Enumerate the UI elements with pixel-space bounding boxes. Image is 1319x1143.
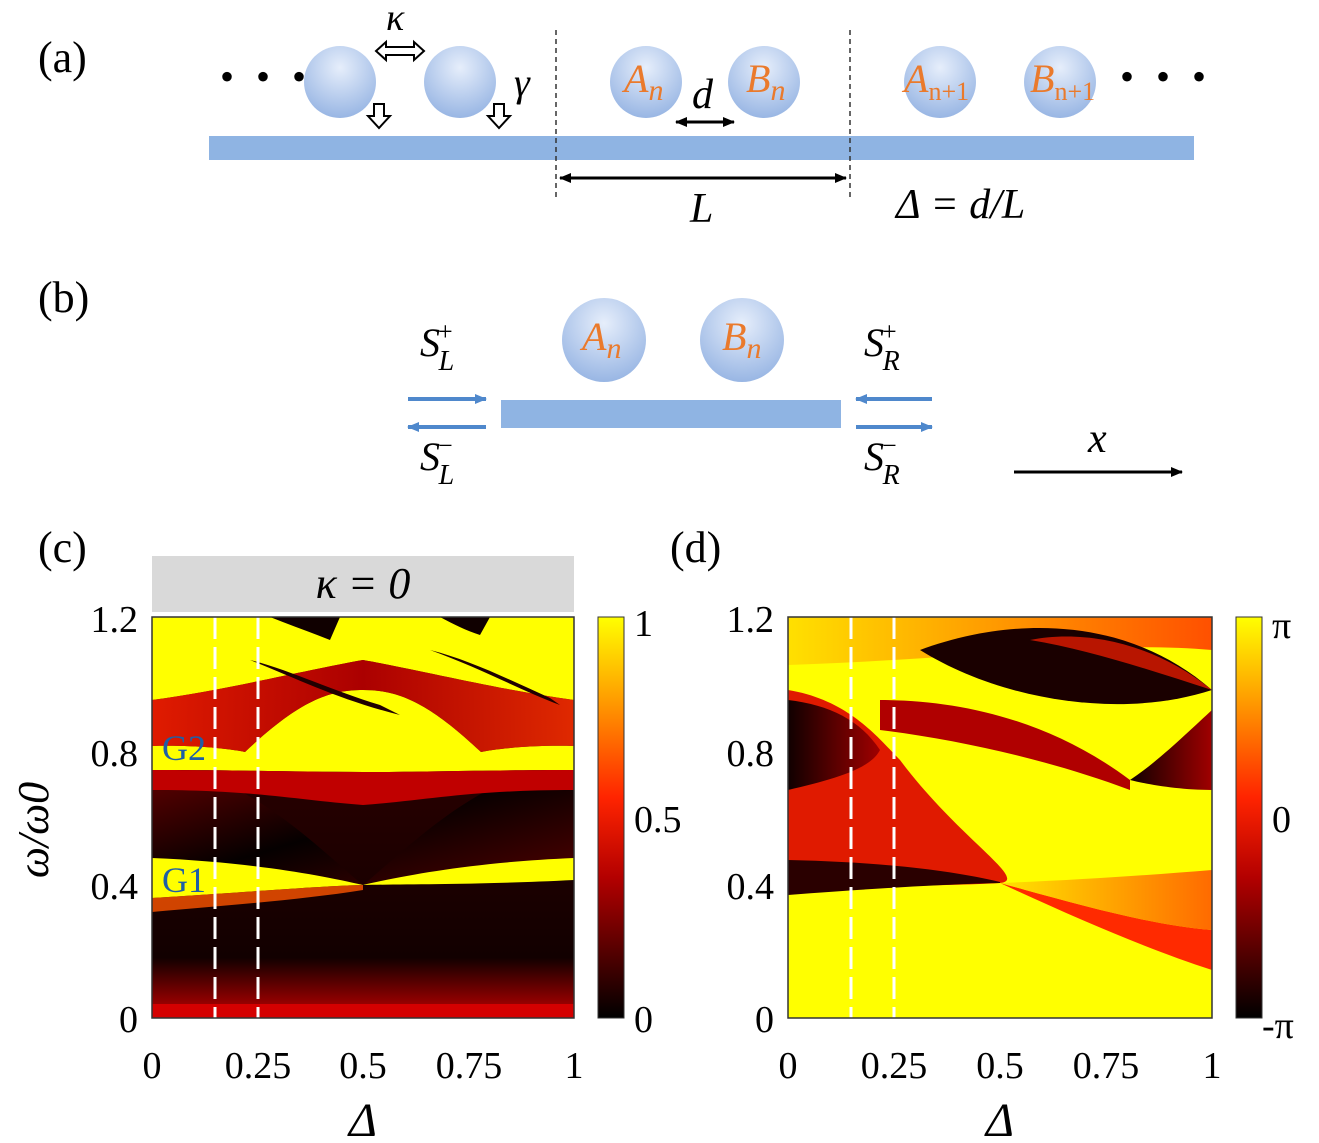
panel-c-label: (c) — [38, 523, 87, 572]
label-SL-plus: S+ L — [420, 317, 454, 377]
d-label: d — [692, 72, 714, 118]
resonator-b-Bn — [700, 298, 784, 382]
c-xtick-0: 0 — [143, 1045, 162, 1087]
c-ytick-0.8: 0.8 — [91, 733, 139, 775]
kappa-label: κ — [386, 0, 405, 39]
heatmap-d — [788, 617, 1212, 1018]
label-Bn: Bn — [746, 56, 785, 107]
gamma-label: γ — [514, 60, 531, 105]
resonator-Bn1 — [1024, 46, 1096, 118]
panel-a: (a) • • • κ γ An Bn An+1 Bn+1 • • • d — [38, 0, 1212, 232]
label-Bn1: Bn+1 — [1030, 56, 1095, 106]
right-ellipsis: • • • — [1120, 54, 1212, 99]
c-ytick-0: 0 — [119, 999, 138, 1041]
heatmap-c-dark-wedge-4 — [440, 617, 490, 635]
d-xtick-1: 1 — [1203, 1045, 1222, 1087]
resonator-An1 — [904, 46, 976, 118]
heatmap-c-dark-wedge-2 — [430, 650, 560, 705]
panel-c: (c) κ = 0 G2 — [9, 523, 682, 1143]
label-b-Bn: Bn — [722, 314, 761, 365]
resonator-b-An — [562, 298, 646, 382]
colorbar-c — [597, 616, 625, 1019]
heatmap-d-right-red — [1000, 883, 1212, 970]
label-SR-plus: S+ R — [864, 317, 900, 377]
gap-label-G1: G1 — [162, 860, 206, 900]
colorbar-c-tick-1: 1 — [634, 603, 653, 645]
heatmap-d-right-orange — [1000, 870, 1212, 930]
gamma-arrow-2 — [485, 103, 513, 130]
d-xtick-0.25: 0.25 — [861, 1045, 928, 1087]
gap-label-G2: G2 — [162, 728, 206, 768]
d-xtick-0.5: 0.5 — [976, 1045, 1024, 1087]
panel-b: (b) An Bn S+ L S− L S+ R S− R x — [38, 273, 1183, 491]
d-ytick-0.8: 0.8 — [727, 733, 775, 775]
resonator-2 — [424, 46, 496, 118]
d-xlabel: Δ — [984, 1094, 1014, 1143]
colorbar-c-tick-0: 0 — [634, 999, 653, 1041]
heatmap-d-dark-wedge — [1130, 710, 1212, 790]
c-xtick-1: 1 — [565, 1045, 584, 1087]
heatmap-d-dark-lens-left — [788, 700, 880, 790]
d-xtick-0.75: 0.75 — [1073, 1045, 1140, 1087]
L-label: L — [689, 186, 713, 232]
heatmap-c-dark-wedge-1 — [250, 660, 400, 715]
heatmap-d-dark-lens-right — [920, 627, 1212, 705]
heatmap-d-frame — [787, 616, 1213, 1019]
c-xtick-0.75: 0.75 — [436, 1045, 503, 1087]
panel-a-label: (a) — [38, 33, 87, 82]
heatmap-d-dark-lens-highlight — [1030, 636, 1212, 690]
label-An1: An+1 — [901, 56, 969, 106]
d-ytick-1.2: 1.2 — [727, 599, 775, 641]
waveguide-b — [501, 400, 841, 428]
d-xtick-0: 0 — [779, 1045, 798, 1087]
kappa-title-bar — [152, 556, 574, 612]
colorbar-d-tick-neg-pi: -π — [1262, 1005, 1294, 1047]
heatmap-c-frame — [151, 616, 575, 1019]
gamma-arrow-1 — [365, 103, 393, 130]
colorbar-d-tick-pi: π — [1272, 605, 1291, 647]
delta-equation: Δ = d/L — [894, 182, 1025, 228]
label-SL-minus: S− L — [420, 431, 454, 491]
panel-b-label: (b) — [38, 273, 89, 322]
colorbar-c-tick-0.5: 0.5 — [634, 799, 682, 841]
d-ytick-0.4: 0.4 — [727, 866, 775, 908]
label-b-An: An — [579, 314, 621, 365]
heatmap-c — [152, 617, 574, 1018]
c-ytick-0.4: 0.4 — [91, 866, 139, 908]
left-ellipsis: • • • — [220, 54, 312, 99]
resonator-An — [610, 46, 682, 118]
c-xtick-0.5: 0.5 — [339, 1045, 387, 1087]
colorbar-d-tick-0: 0 — [1272, 799, 1291, 841]
panel-d: (d) 1.2 0.8 — [670, 523, 1294, 1143]
label-SR-minus: S− R — [864, 431, 900, 491]
c-ytick-1.2: 1.2 — [91, 599, 139, 641]
x-label: x — [1087, 416, 1107, 462]
resonator-1 — [304, 46, 376, 118]
d-ytick-0: 0 — [755, 999, 774, 1041]
c-ylabel: ω/ω0 — [9, 782, 58, 878]
waveguide-a — [209, 136, 1194, 160]
c-xtick-0.25: 0.25 — [225, 1045, 292, 1087]
panel-d-label: (d) — [670, 523, 721, 572]
heatmap-c-title: κ = 0 — [316, 559, 411, 608]
label-An: An — [621, 56, 663, 107]
kappa-coupling-arrow — [374, 39, 426, 63]
colorbar-d — [1235, 616, 1263, 1019]
heatmap-c-dark-lobe — [152, 760, 574, 885]
c-xlabel: Δ — [347, 1094, 377, 1143]
resonator-Bn — [728, 46, 800, 118]
heatmap-d-crossing-band — [880, 700, 1130, 790]
heatmap-c-dark-wedge-3 — [270, 617, 340, 640]
